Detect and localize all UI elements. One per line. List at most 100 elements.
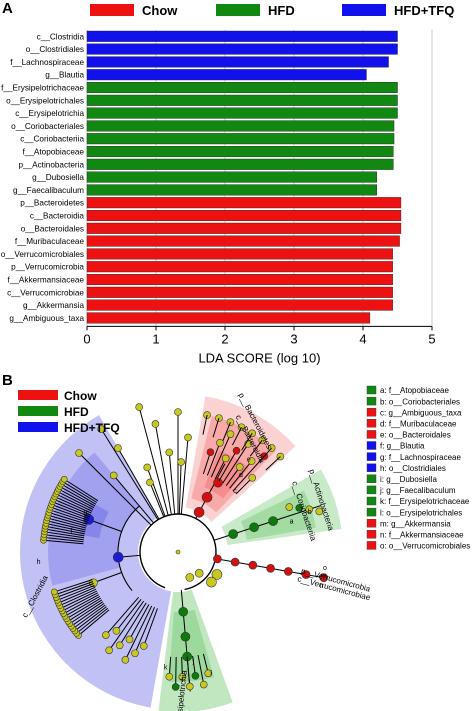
branch — [175, 656, 177, 687]
bar-label: f__Lachnospiraceae — [10, 58, 84, 67]
bar-label: g__Ambiguous_taxa — [9, 314, 84, 323]
bar — [86, 261, 393, 273]
bar — [86, 184, 377, 196]
branch — [202, 451, 211, 475]
bar — [86, 248, 393, 260]
bar-label: c__Coriobacteriia — [20, 135, 84, 144]
clade-tag-e: e — [247, 456, 251, 463]
key-label: k: f__Erysipelotrichaceae — [380, 497, 470, 506]
clade-tag-j: j — [192, 658, 195, 665]
bar-label: c__Verrucomicrobiae — [7, 288, 84, 297]
branch — [43, 539, 84, 545]
branch — [235, 477, 253, 495]
legend-swatch-chow — [90, 4, 134, 16]
bar — [86, 133, 395, 145]
branch — [78, 609, 110, 636]
verruco-node — [266, 564, 275, 573]
node — [228, 529, 238, 539]
branch — [67, 599, 103, 622]
bar — [86, 43, 398, 55]
node — [193, 506, 205, 518]
branch — [168, 452, 176, 515]
branch — [222, 443, 249, 484]
branch — [44, 531, 85, 539]
branch — [44, 534, 84, 541]
verruco-node — [301, 570, 311, 579]
key-label: g: f__Lachnospiraceae — [380, 453, 462, 462]
branch — [55, 581, 94, 596]
key-label: e: o__Bacteroidales — [380, 431, 451, 440]
node — [194, 568, 204, 578]
legend-label: HFD — [268, 3, 295, 18]
bar — [86, 69, 367, 81]
branch — [46, 520, 86, 531]
clade-coriobacteriia-shade — [240, 490, 316, 540]
key-swatch — [366, 474, 377, 483]
branch — [50, 506, 89, 521]
branch — [59, 486, 96, 507]
branch — [149, 482, 165, 517]
clade-tag-a: a — [290, 519, 294, 526]
clade-erysipelotrichales-shade — [168, 609, 214, 682]
node — [211, 569, 223, 580]
node — [191, 671, 200, 680]
bar — [86, 197, 402, 209]
bar-label: f__Atopobiaceae — [23, 148, 85, 157]
branch — [214, 458, 227, 480]
branch — [70, 602, 105, 627]
branch — [43, 536, 84, 543]
node — [165, 672, 174, 681]
bar — [86, 145, 394, 157]
branch — [225, 466, 241, 486]
node — [146, 478, 154, 487]
bar — [86, 286, 393, 298]
branch — [229, 460, 253, 489]
verruco-node — [230, 557, 240, 567]
branch — [146, 467, 166, 517]
branch — [54, 496, 92, 514]
clostridia-arc — [117, 505, 140, 591]
key-swatch — [366, 385, 377, 395]
node — [226, 430, 235, 438]
key-swatch — [366, 430, 377, 439]
bar-label: g__Dubosiella — [32, 173, 84, 182]
legend-label: Chow — [142, 3, 178, 18]
branch — [119, 602, 147, 646]
clado-legend-label: Chow — [64, 389, 97, 403]
key-label: o: o__Verrucomicrobiales — [380, 542, 470, 551]
branch — [178, 462, 182, 515]
branch — [47, 514, 87, 527]
key-label: c: g__Ambiguous_taxa — [380, 408, 462, 417]
bar-label: c__Bacteroidia — [30, 212, 85, 221]
clado-legend-swatch — [18, 422, 58, 432]
node — [235, 463, 244, 471]
clade-tag-h: h — [37, 559, 41, 566]
branch — [62, 481, 98, 503]
key-swatch — [366, 441, 377, 450]
branch — [57, 584, 95, 601]
bar-label: o__Verrucomicrobiales — [1, 250, 84, 259]
node — [115, 641, 124, 650]
x-tick-label: 3 — [290, 331, 297, 346]
node — [121, 656, 130, 664]
branch — [143, 608, 158, 647]
branch — [206, 442, 221, 476]
branch — [72, 604, 106, 629]
node — [139, 642, 148, 650]
x-tick-label: 2 — [221, 331, 228, 346]
node — [114, 444, 122, 452]
clade-tag-d: d — [239, 472, 243, 479]
bar-label: p__Actinobacteria — [18, 160, 84, 169]
key-label: b: o__Coriobacteriales — [380, 397, 460, 406]
branch — [100, 428, 159, 521]
branch — [66, 597, 102, 620]
lda-bar-chart: Chow HFD HFD+TFQ c__Clostridia o__Clostridia… — [1, 3, 455, 365]
root-node — [175, 549, 181, 555]
verruco-node — [248, 560, 258, 570]
branch — [55, 493, 93, 512]
branch — [57, 491, 94, 510]
branch — [241, 433, 253, 451]
branch — [129, 604, 150, 640]
clado-legend-label: HFD — [64, 405, 89, 419]
key-label: h: o__Clostridiales — [380, 464, 446, 473]
